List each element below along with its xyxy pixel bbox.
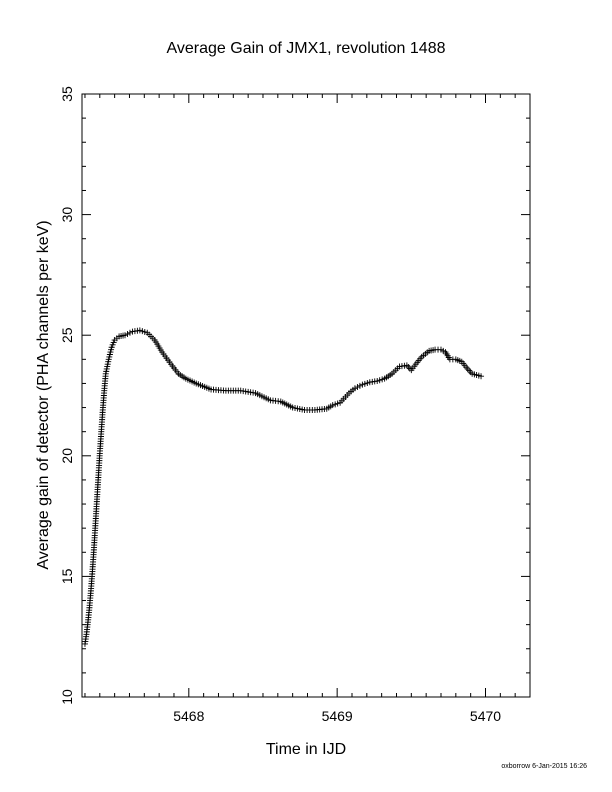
x-tick-label: 5470 <box>470 708 501 724</box>
x-axis: 5468 5469 5470 <box>84 94 531 724</box>
footer-credit: oxborrow 6-Jan-2015 16:26 <box>501 763 587 770</box>
data-point <box>364 380 371 387</box>
data-point <box>356 382 363 389</box>
y-tick-label: 30 <box>59 207 75 223</box>
data-point <box>122 332 129 339</box>
y-tick-label: 15 <box>59 568 75 584</box>
y-axis-label: Average gain of detector (PHA channels p… <box>35 220 52 569</box>
data-point <box>466 367 473 374</box>
chart-title: Average Gain of JMX1, revolution 1488 <box>167 40 446 57</box>
data-point <box>379 376 386 383</box>
plot-frame <box>81 93 531 698</box>
data-point <box>334 400 341 407</box>
data-point <box>354 384 361 391</box>
data-point <box>139 328 146 335</box>
data-point <box>126 329 133 336</box>
y-tick-label: 20 <box>59 448 75 464</box>
data-point <box>332 401 339 408</box>
data-point <box>361 380 368 387</box>
data-point <box>136 327 143 334</box>
data-point <box>351 385 358 392</box>
y-axis: 10 15 20 25 30 35 <box>59 86 530 705</box>
y-tick-label: 10 <box>59 689 75 705</box>
data-point <box>124 330 131 337</box>
data-point <box>376 377 383 384</box>
data-point <box>329 402 336 409</box>
data-series <box>81 327 485 647</box>
x-tick-label: 5469 <box>322 708 353 724</box>
y-tick-label: 35 <box>59 86 75 102</box>
data-point <box>374 378 381 385</box>
y-tick-label: 25 <box>59 327 75 343</box>
data-point <box>359 381 366 388</box>
x-axis-label: Time in IJD <box>266 741 346 758</box>
x-tick-label: 5468 <box>173 708 204 724</box>
data-point <box>478 373 485 380</box>
data-point <box>141 328 148 335</box>
data-point <box>405 363 412 370</box>
